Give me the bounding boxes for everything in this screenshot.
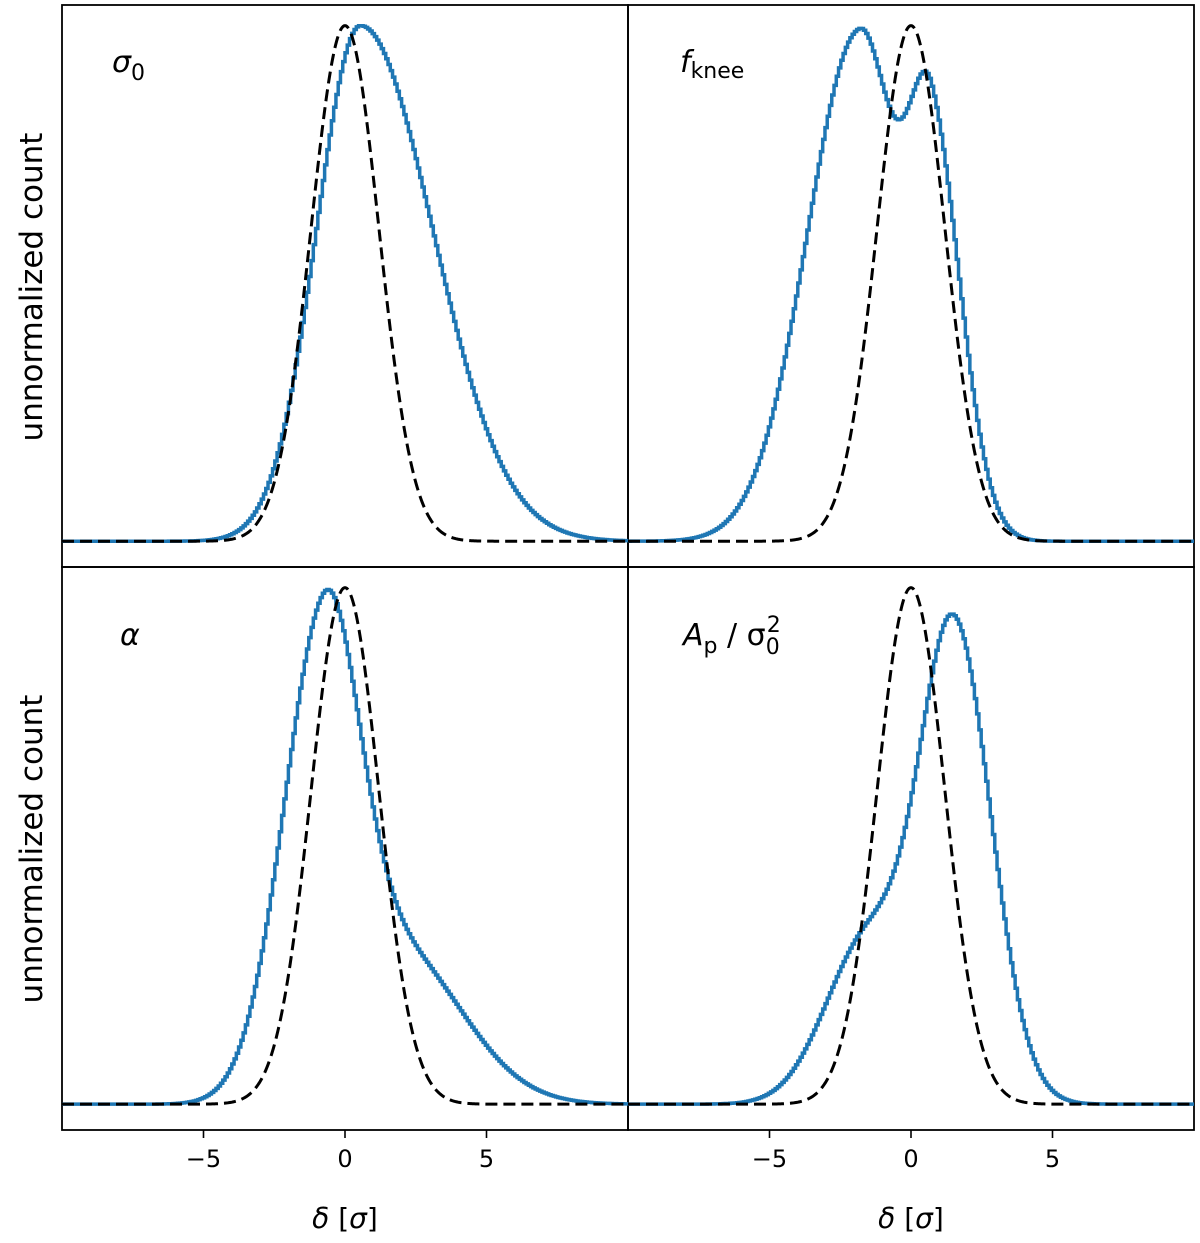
y-axis-label-bottom: unnormalized count: [14, 695, 50, 1004]
panel-sigma0: [61, 4, 629, 568]
reference-gaussian-fknee: [628, 24, 1194, 543]
x-tick-label: 5: [479, 1145, 494, 1173]
histogram-series-fknee: [628, 26, 1194, 543]
histogram-series-sigma0: [62, 23, 628, 543]
panel-frame: [61, 4, 629, 568]
curves: [62, 23, 1194, 1106]
reference-gaussian-ap: [628, 586, 1194, 1106]
panel-label-fknee: fknee: [680, 45, 744, 84]
panel-frame: [61, 566, 629, 1131]
x-tick-label: −5: [752, 1145, 787, 1173]
x-tick-label: 5: [1045, 1145, 1060, 1173]
reference-gaussian-sigma0: [62, 24, 628, 543]
y-axis-label-top: unnormalized count: [14, 133, 50, 442]
panel-frame: [627, 4, 1195, 568]
panel-alpha: [61, 566, 629, 1131]
x-tick-label: −5: [186, 1145, 221, 1173]
reference-gaussian-alpha: [62, 586, 628, 1106]
x-axis-label-left: δ [σ]: [312, 1202, 378, 1235]
panel-label-alpha: α: [120, 618, 140, 653]
panel-fknee: [627, 4, 1195, 568]
x-tick-label: 0: [903, 1145, 918, 1173]
x-tick-label: 0: [337, 1145, 352, 1173]
x-ticks: −5 0 5 −5 0 5: [186, 1130, 1060, 1173]
histogram-series-ap: [628, 612, 1194, 1106]
histogram-series-alpha: [62, 587, 628, 1106]
panel-label-ap: Ap / σ02: [681, 613, 781, 660]
x-axis-label-right: δ [σ]: [878, 1202, 944, 1235]
panel-label-sigma0: σ0: [112, 45, 145, 86]
